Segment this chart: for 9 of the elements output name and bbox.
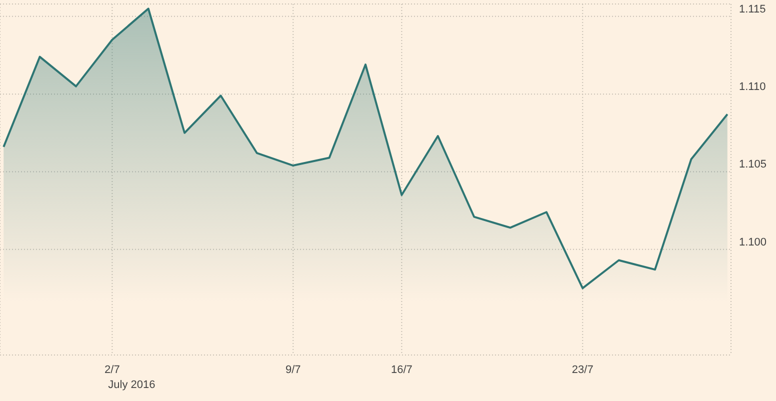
- y-tick-label: 1.105: [739, 158, 767, 171]
- x-tick-label: 23/7: [572, 364, 594, 376]
- y-tick-label: 1.115: [739, 3, 766, 16]
- y-tick-label: 1.110: [739, 80, 766, 93]
- x-tick-label: 2/7: [104, 364, 120, 376]
- x-tick-label: 16/7: [390, 364, 412, 376]
- x-tick-label: 9/7: [285, 364, 301, 376]
- y-tick-label: 1.100: [739, 236, 767, 248]
- x-axis-title: July 2016: [108, 379, 156, 391]
